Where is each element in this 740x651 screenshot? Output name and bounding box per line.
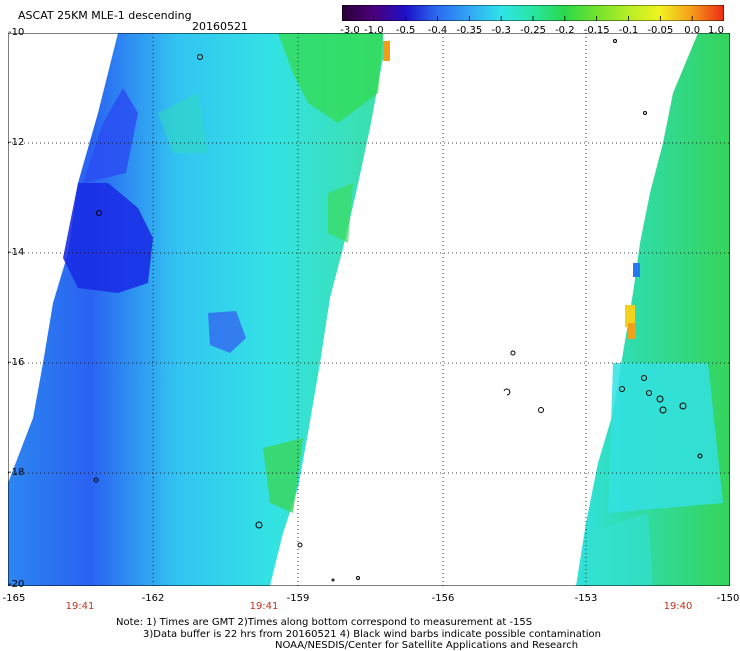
lon-label: -159 (286, 593, 310, 604)
lat-label: -18 (8, 467, 25, 478)
colorbar-label: -0.05 (647, 25, 674, 36)
time-label: 19:40 (663, 601, 693, 612)
colorbar-label: 1.0 (708, 25, 724, 36)
lon-label: -165 (2, 593, 26, 604)
time-label: 19:41 (65, 601, 95, 612)
time-label: 19:41 (249, 601, 279, 612)
note-line-3: NOAA/NESDIS/Center for Satellite Applica… (275, 640, 579, 651)
lat-label: -10 (8, 27, 25, 38)
map-date: 20160521 (192, 20, 248, 33)
colorbar-label: -3.0 (340, 25, 360, 36)
note-line-2: 3)Data buffer is 22 hrs from 20160521 4)… (143, 629, 601, 640)
lon-label: -162 (141, 593, 165, 604)
lat-label: -16 (8, 357, 25, 368)
lon-label: -156 (431, 593, 455, 604)
right-swath (576, 33, 730, 586)
grid-lines (8, 33, 730, 586)
colorbar-label: -0.4 (427, 25, 448, 36)
map-title: ASCAT 25KM MLE-1 descending (18, 9, 192, 22)
colorbar-label: -0.5 (395, 25, 416, 36)
wind-barb-markers (93, 39, 703, 582)
lat-label: -20 (8, 579, 25, 590)
lon-label: -153 (574, 593, 598, 604)
colorbar-label: -0.25 (520, 25, 546, 36)
colorbar-label: -0.2 (555, 25, 575, 36)
wind-map (8, 33, 730, 586)
colorbar-label: -0.15 (583, 25, 610, 36)
lon-label: -150 (716, 593, 740, 604)
colorbar-label: -0.3 (491, 25, 511, 36)
colorbar-label: -0.1 (618, 25, 639, 36)
note-line-1: Note: 1) Times are GMT 2)Times along bot… (116, 617, 533, 628)
lat-label: -12 (8, 137, 25, 148)
colorbar (342, 5, 724, 21)
colorbar-label: -1.0 (364, 25, 384, 36)
colorbar-label: 0.0 (684, 25, 701, 36)
colorbar-label: -0.35 (456, 25, 483, 36)
lat-label: -14 (8, 247, 25, 258)
left-swath (8, 33, 390, 586)
